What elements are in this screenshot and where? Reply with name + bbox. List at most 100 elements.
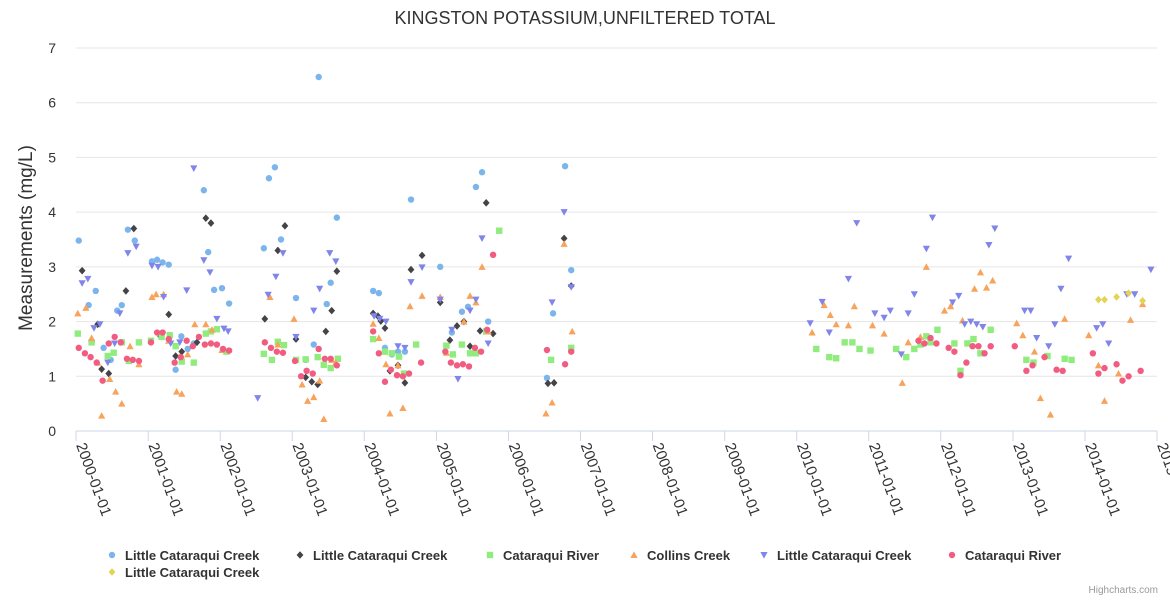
- legend-symbol: [296, 551, 304, 559]
- x-tick-label: 2004-01-01: [360, 441, 402, 519]
- data-point: [382, 360, 390, 368]
- data-point: [178, 390, 186, 397]
- data-point: [111, 333, 118, 341]
- data-point: [442, 348, 449, 355]
- legend-item[interactable]: Cataraqui River: [948, 548, 1061, 563]
- data-point: [1100, 397, 1109, 404]
- data-point: [123, 355, 131, 362]
- data-point: [483, 326, 491, 333]
- data-point: [1114, 369, 1123, 377]
- data-point: [393, 371, 401, 379]
- data-point: [147, 339, 155, 346]
- legend-symbol: [948, 551, 956, 559]
- data-point: [106, 375, 114, 383]
- data-point: [472, 296, 480, 304]
- legend-item[interactable]: Little Cataraqui Creek: [108, 565, 261, 580]
- data-point: [401, 348, 409, 355]
- data-point: [320, 361, 328, 368]
- data-point: [183, 287, 191, 294]
- data-point: [489, 251, 497, 259]
- legend-item[interactable]: Collins Creek: [630, 548, 731, 563]
- chart-credit[interactable]: Highcharts.com: [1088, 585, 1158, 596]
- data-point: [105, 369, 113, 378]
- data-point: [436, 296, 444, 304]
- legend-item[interactable]: Cataraqui River: [486, 548, 599, 563]
- data-point: [310, 307, 318, 315]
- data-point: [274, 246, 282, 255]
- data-point: [219, 345, 227, 353]
- data-point: [437, 263, 444, 271]
- data-point: [279, 349, 287, 356]
- y-tick-label: 4: [48, 204, 56, 220]
- data-point: [547, 356, 555, 364]
- data-point: [177, 353, 184, 361]
- data-point: [548, 398, 556, 406]
- data-point: [132, 243, 140, 251]
- data-point: [1013, 319, 1021, 327]
- series-3-points: [74, 227, 1075, 377]
- data-point: [118, 400, 126, 407]
- data-point: [381, 348, 389, 355]
- x-tick-label: 2005-01-01: [433, 441, 475, 519]
- data-point: [933, 340, 940, 347]
- data-point: [898, 379, 906, 386]
- data-point: [948, 299, 957, 307]
- data-point: [315, 345, 322, 353]
- data-point: [1101, 364, 1108, 372]
- data-point: [74, 309, 82, 317]
- series-5-points: [78, 165, 1155, 402]
- data-point: [466, 350, 474, 357]
- data-point: [158, 333, 165, 341]
- legend-item[interactable]: Little Cataraqui Creek: [760, 548, 912, 563]
- data-point: [135, 339, 143, 346]
- data-point: [1021, 307, 1029, 315]
- data-point: [124, 250, 132, 257]
- data-point: [303, 367, 310, 375]
- data-point: [856, 345, 863, 353]
- data-point: [466, 342, 474, 350]
- data-point: [202, 214, 210, 222]
- data-point: [191, 320, 199, 328]
- grid-lines: [76, 47, 1157, 377]
- data-point: [190, 359, 197, 366]
- data-point: [1125, 373, 1132, 380]
- data-point: [292, 333, 300, 341]
- data-point: [418, 251, 426, 260]
- data-points: [74, 73, 1155, 422]
- data-point: [1033, 334, 1041, 342]
- data-point: [970, 335, 977, 343]
- data-point: [911, 345, 918, 353]
- data-point: [110, 349, 117, 356]
- data-point: [100, 344, 107, 352]
- x-tick-label: 2006-01-01: [505, 441, 547, 519]
- data-point: [951, 340, 958, 347]
- data-point: [560, 234, 568, 243]
- data-point: [1027, 307, 1035, 315]
- data-point: [334, 355, 342, 362]
- x-tick-label: 2007-01-01: [577, 441, 619, 519]
- y-tick-label: 6: [48, 95, 56, 111]
- data-point: [880, 314, 888, 322]
- data-point: [273, 348, 281, 355]
- data-point: [977, 350, 984, 357]
- y-tick-label: 2: [48, 314, 56, 330]
- legend-label: Cataraqui River: [503, 548, 599, 563]
- legend-symbol: [108, 551, 116, 559]
- data-point: [381, 324, 389, 332]
- data-point: [261, 315, 269, 323]
- data-point: [92, 287, 99, 295]
- data-point: [153, 256, 161, 263]
- data-point: [543, 374, 551, 382]
- data-point: [922, 245, 930, 253]
- legend-item[interactable]: Little Cataraqui Creek: [108, 548, 260, 563]
- data-point: [1029, 362, 1036, 369]
- x-tick-label: 2012-01-01: [937, 441, 979, 519]
- data-point: [264, 291, 272, 299]
- data-point: [98, 412, 106, 419]
- data-point: [207, 219, 215, 227]
- legend-item[interactable]: Little Cataraqui Creek: [296, 548, 449, 563]
- data-point: [1041, 353, 1048, 361]
- data-point: [484, 318, 492, 325]
- data-point: [280, 341, 288, 349]
- data-point: [1065, 255, 1073, 263]
